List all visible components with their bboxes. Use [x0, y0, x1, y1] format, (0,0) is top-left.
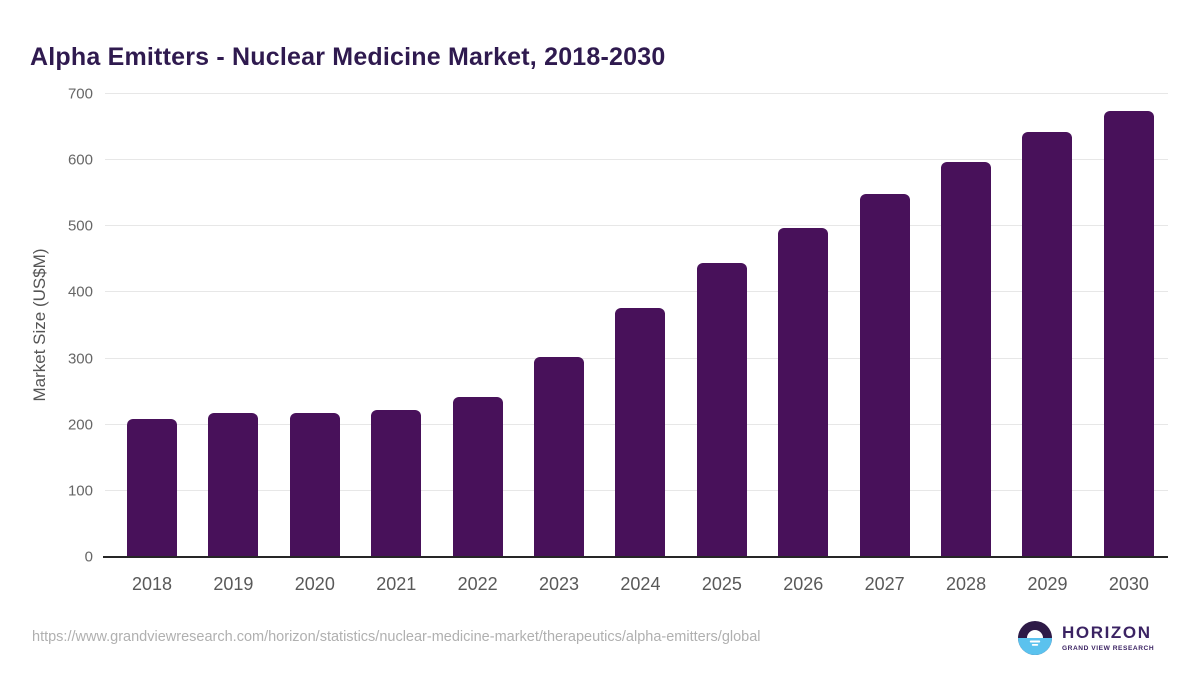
- y-tick-label-100: 100: [67, 482, 93, 500]
- x-tick-label-2018: 2018: [131, 574, 173, 594]
- bar-2018[interactable]: [127, 419, 177, 557]
- x-axis-baseline: [103, 556, 1168, 558]
- bar-2025[interactable]: [696, 262, 747, 557]
- source-url: https://www.grandviewresearch.com/horizo…: [32, 629, 761, 645]
- x-tick-label-2022: 2022: [457, 574, 498, 594]
- gridline-700: [105, 93, 1168, 94]
- x-tick-label-2026: 2026: [783, 574, 824, 594]
- bar-2030[interactable]: [1103, 111, 1154, 557]
- x-tick-label-2028: 2028: [946, 574, 987, 594]
- x-tick-label-2023: 2023: [539, 574, 580, 594]
- bar-column-2027: 2027: [859, 94, 910, 594]
- x-tick-label-2021: 2021: [376, 574, 417, 594]
- y-tick-label-500: 500: [67, 217, 93, 235]
- bar-column-2023: 2023: [534, 94, 585, 594]
- logo-subtitle: GRAND VIEW RESEARCH: [1062, 644, 1155, 652]
- gridline-400: [105, 291, 1168, 293]
- y-axis-label: Market Size (US$M): [30, 248, 49, 402]
- bar-2021[interactable]: [371, 409, 422, 557]
- bar-2019[interactable]: [208, 412, 259, 557]
- x-tick-label-2030: 2030: [1108, 574, 1149, 594]
- bar-2024[interactable]: [615, 307, 666, 557]
- bar-column-2021: 2021: [371, 94, 422, 594]
- gridline-500: [105, 225, 1168, 227]
- y-tick-label-300: 300: [67, 350, 93, 368]
- plot-area: 0 100 200 300 400 500 600 700 2018 2019 2020 2021 2…: [68, 86, 1168, 594]
- horizon-logo: HORIZON GRAND VIEW RESEARCH: [1018, 621, 1154, 655]
- x-tick-label-2029: 2029: [1027, 574, 1068, 594]
- y-tick-label-200: 200: [67, 416, 93, 434]
- horizon-logo-text: HORIZON GRAND VIEW RESEARCH: [1062, 624, 1154, 652]
- bar-2026[interactable]: [778, 228, 829, 557]
- bar-2028[interactable]: [941, 162, 992, 557]
- y-tick-label-400: 400: [67, 283, 93, 301]
- bar-column-2024: 2024: [615, 94, 666, 594]
- x-tick-label-2025: 2025: [701, 574, 742, 594]
- bar-2023[interactable]: [534, 357, 585, 557]
- bar-2022[interactable]: [452, 396, 503, 557]
- logo-name: HORIZON: [1062, 623, 1152, 643]
- bar-column-2028: 2028: [941, 94, 992, 594]
- bar-column-2030: 2030: [1103, 94, 1154, 594]
- y-tick-label-700: 700: [67, 85, 93, 103]
- bar-column-2022: 2022: [452, 94, 503, 594]
- x-tick-label-2027: 2027: [864, 574, 905, 594]
- bar-column-2029: 2029: [1022, 94, 1073, 594]
- gridline-600: [105, 159, 1168, 161]
- bar-column-2026: 2026: [778, 94, 829, 594]
- y-tick-label-0: 0: [84, 548, 93, 566]
- y-tick-label-600: 600: [67, 151, 93, 169]
- bar-column-2018: 2018: [127, 94, 177, 594]
- x-tick-label-2024: 2024: [620, 574, 661, 594]
- bar-2027[interactable]: [859, 193, 910, 557]
- x-tick-label-2020: 2020: [294, 574, 335, 594]
- bar-column-2019: 2019: [208, 94, 259, 594]
- chart-title: Alpha Emitters - Nuclear Medicine Market…: [30, 42, 666, 71]
- bar-2029[interactable]: [1022, 132, 1073, 557]
- x-tick-label-2019: 2019: [213, 574, 254, 594]
- bars-container: 2018 2019 2020 2021 2022 2023 2024 2025 2026 2027…: [105, 94, 1168, 594]
- bar-2020[interactable]: [289, 413, 340, 557]
- bar-column-2020: 2020: [289, 94, 340, 594]
- bar-column-2025: 2025: [696, 94, 747, 594]
- horizon-logo-icon: [1018, 621, 1052, 655]
